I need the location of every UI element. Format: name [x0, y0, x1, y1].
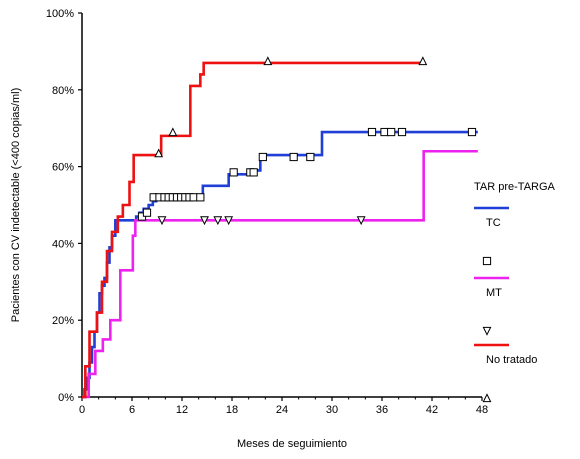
- y-tick-label: 100%: [46, 8, 74, 20]
- x-tick-label: 0: [79, 404, 85, 416]
- x-tick-label: 48: [476, 404, 488, 416]
- censor-marker-mt: [356, 216, 366, 226]
- censor-marker-tc: [306, 152, 315, 162]
- y-tick-label: 60%: [52, 162, 74, 174]
- censor-marker-tc: [467, 127, 477, 137]
- x-tick-label: 30: [326, 404, 338, 416]
- censor-marker-no-tratado: [154, 148, 164, 158]
- censor-marker-tc: [229, 168, 238, 177]
- censor-marker-tc: [397, 127, 407, 137]
- censor-marker-tc: [249, 168, 258, 177]
- x-axis-title: Meses de seguimiento: [237, 438, 347, 450]
- censor-marker-tc: [142, 208, 152, 217]
- y-tick-label: 0%: [58, 392, 74, 404]
- series-layer: [82, 56, 478, 399]
- x-tick-label: 18: [226, 404, 238, 416]
- censor-marker-tc: [380, 127, 389, 137]
- legend-title: TAR pre-TARGA: [474, 181, 556, 193]
- censor-marker-mt: [213, 216, 223, 226]
- y-tick-label: 40%: [52, 238, 74, 250]
- censor-marker-tc: [367, 127, 377, 137]
- censor-marker-no-tratado: [168, 127, 178, 137]
- censor-marker-tc: [196, 193, 205, 202]
- series-line-mt: [82, 149, 478, 399]
- censor-marker-tc: [258, 152, 267, 162]
- legend-label: MT: [486, 287, 502, 299]
- x-tick-label: 42: [426, 404, 438, 416]
- censor-marker-no-tratado: [418, 56, 428, 66]
- censor-marker-mt: [157, 216, 167, 226]
- censor-marker-tc: [289, 152, 298, 162]
- x-tick-label: 12: [176, 404, 188, 416]
- series-line-no-tratado: [82, 61, 424, 399]
- censor-marker-tc: [189, 193, 198, 202]
- legend-marker: [482, 393, 492, 403]
- x-tick-label: 24: [276, 404, 288, 416]
- x-tick-label: 36: [376, 404, 388, 416]
- censor-marker-tc: [387, 127, 396, 137]
- axes: 0% 20% 40% 60% 80% 100% 0 6 12 18 24 30 36 42 48: [46, 8, 488, 416]
- legend-label: TC: [486, 217, 501, 229]
- censor-marker-mt: [224, 216, 234, 226]
- y-axis-title: Pacientes con CV indetectable (<400 copi…: [10, 88, 22, 323]
- legend-marker: [482, 326, 492, 336]
- y-tick-label: 80%: [52, 85, 74, 97]
- censor-marker-mt: [200, 216, 209, 226]
- legend: TAR pre-TARGA TC MT No tratado: [474, 181, 556, 403]
- legend-label: No tratado: [486, 354, 537, 366]
- y-tick-label: 20%: [52, 315, 74, 327]
- legend-marker: [482, 256, 492, 266]
- series-line-tc: [82, 130, 478, 399]
- censor-marker-no-tratado: [263, 56, 273, 66]
- x-tick-label: 6: [129, 404, 135, 416]
